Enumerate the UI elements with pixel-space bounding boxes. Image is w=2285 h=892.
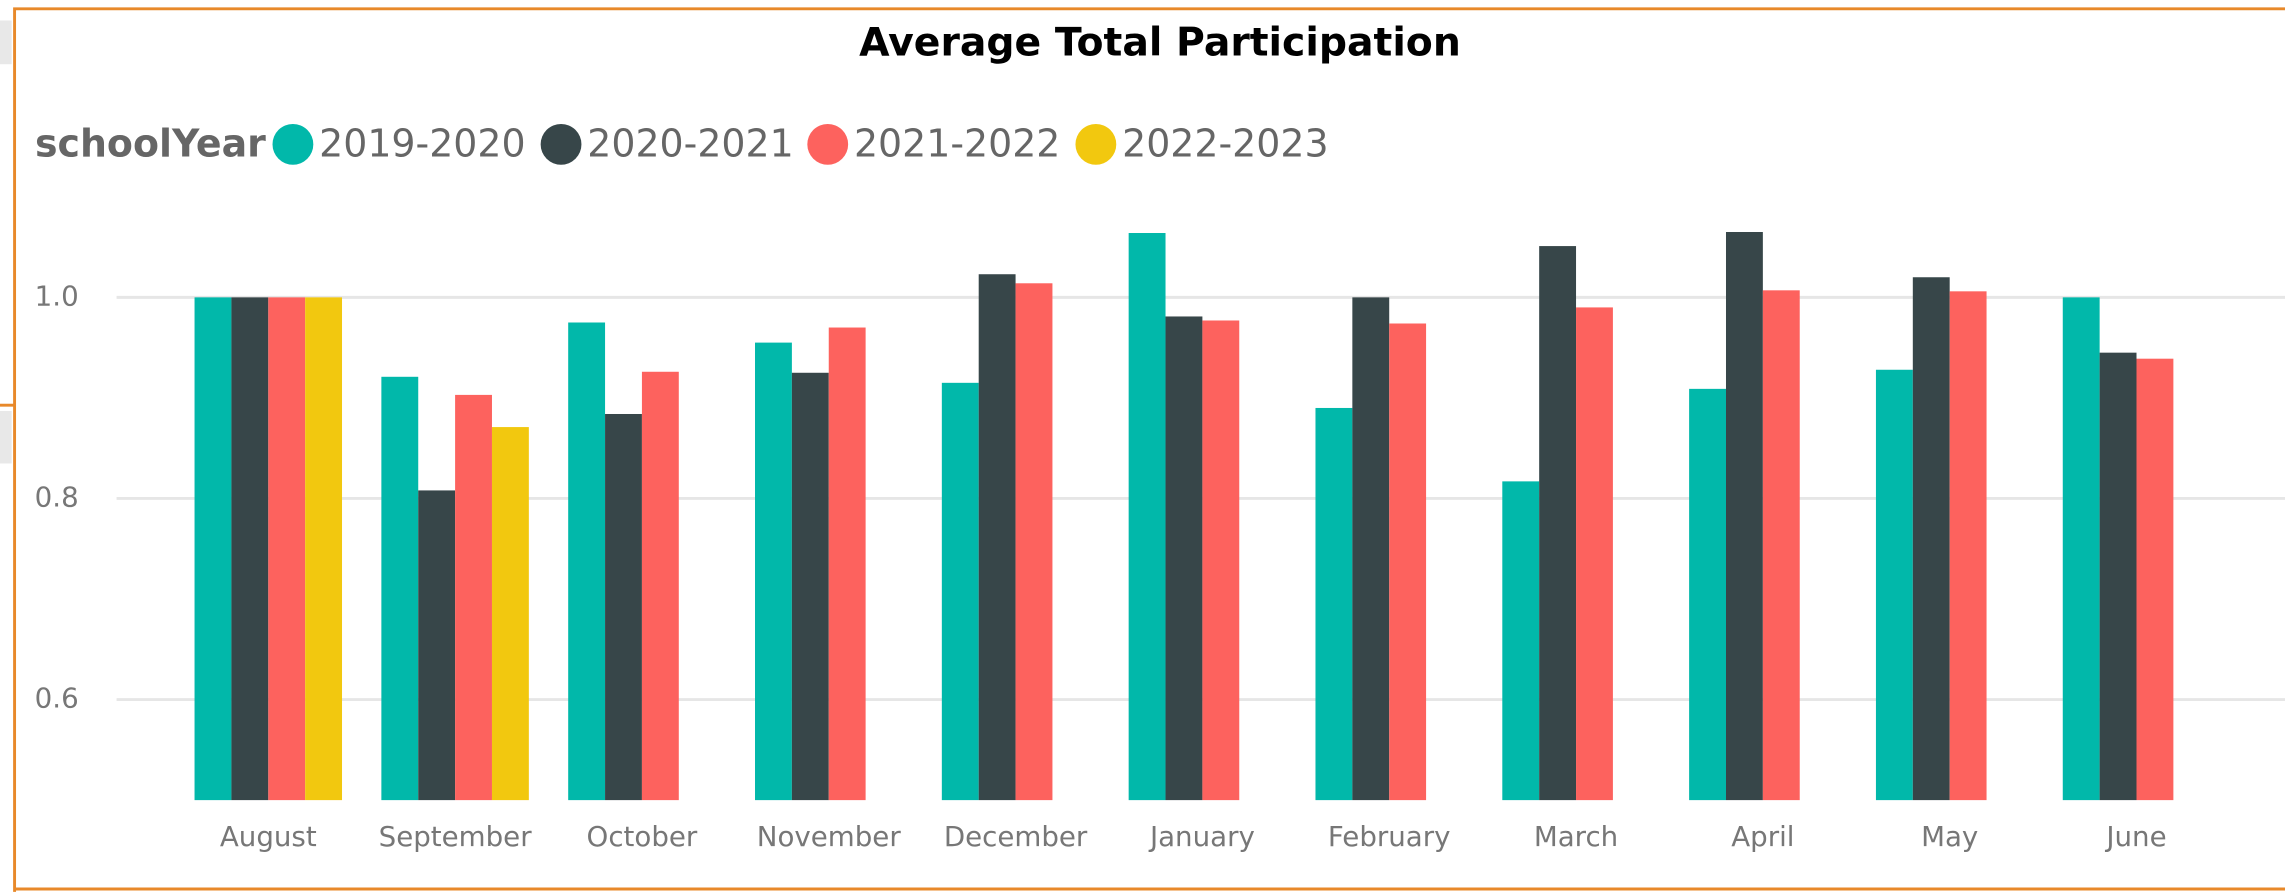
bar (1165, 316, 1203, 801)
bar (1352, 297, 1390, 801)
x-tick-label: May (1921, 820, 1978, 853)
bar (491, 427, 529, 801)
legend-swatch (540, 123, 582, 165)
bar (1949, 291, 1987, 801)
side-strip (0, 20, 12, 65)
bar (941, 382, 979, 801)
legend-label: 2020-2021 (587, 121, 793, 165)
x-tick-label: December (944, 820, 1088, 853)
x-tick-label: October (587, 820, 698, 853)
bar (1202, 320, 1240, 801)
bar (978, 274, 1016, 801)
x-tick-label: August (220, 820, 317, 853)
legend-label: 2021-2022 (854, 121, 1060, 165)
x-tick-label: September (379, 820, 533, 853)
legend-swatch (1075, 123, 1117, 165)
bar (2136, 358, 2174, 801)
bar (1576, 307, 1613, 801)
legend-swatch (807, 123, 849, 165)
bar (194, 297, 232, 801)
bar (641, 371, 679, 801)
bar (1015, 283, 1053, 801)
y-tick-label: 0.8 (35, 480, 79, 513)
bar (1539, 246, 1577, 801)
focus-border (13, 7, 2285, 892)
bar (1875, 369, 1913, 801)
chart-title: Average Total Participation (859, 20, 1461, 66)
y-tick-label: 1.0 (35, 279, 79, 312)
bar (455, 394, 492, 801)
x-tick-label: June (2104, 820, 2166, 853)
bar (791, 372, 829, 801)
bar (418, 490, 456, 801)
bar (1389, 323, 1427, 801)
bar (1725, 231, 1763, 801)
bar (605, 413, 642, 801)
legend-title: schoolYear (35, 121, 266, 165)
bar (268, 297, 306, 801)
bar (2099, 352, 2137, 801)
bar (381, 376, 419, 801)
bar (755, 342, 792, 801)
bar (828, 327, 866, 801)
bar (2062, 297, 2100, 801)
x-tick-label: January (1148, 820, 1255, 853)
bar (1912, 277, 1950, 801)
x-tick-label: November (757, 820, 902, 853)
legend-label: 2022-2023 (1122, 121, 1328, 165)
bar (1762, 290, 1800, 801)
x-tick-label: February (1328, 820, 1451, 853)
bar (231, 297, 269, 801)
bar (1315, 407, 1353, 801)
x-tick-label: March (1534, 820, 1618, 853)
bar (1502, 481, 1540, 801)
x-tick-label: April (1731, 820, 1794, 853)
y-tick-label: 0.6 (35, 682, 79, 715)
side-strip (0, 411, 12, 464)
bar (305, 297, 343, 801)
bar (1128, 233, 1166, 801)
bar (568, 322, 606, 801)
legend-label: 2019-2020 (319, 121, 525, 165)
bar (1689, 388, 1726, 801)
legend-swatch (272, 123, 314, 165)
